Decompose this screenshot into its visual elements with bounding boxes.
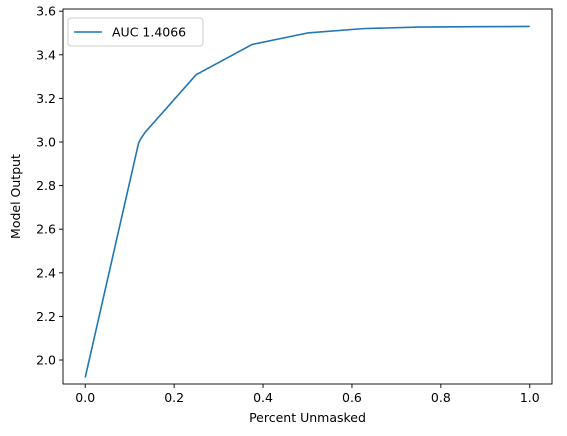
x-tick-label: 0.8 <box>431 390 451 405</box>
x-axis-ticks: 0.0 0.2 0.4 0.6 0.8 1.0 <box>75 384 540 405</box>
series-layer <box>84 25 530 378</box>
y-tick-label: 2.2 <box>36 309 56 324</box>
y-tick-label: 2.6 <box>36 222 56 237</box>
y-tick-label: 2.8 <box>36 178 56 193</box>
x-tick-label: 0.2 <box>164 390 184 405</box>
series-line <box>84 25 530 378</box>
x-tick-label: 0.6 <box>342 390 362 405</box>
legend-entry-label: AUC 1.4066 <box>112 25 186 40</box>
legend-box <box>67 17 204 47</box>
x-tick-label: 0.4 <box>253 390 273 405</box>
x-tick-label: 0.0 <box>75 390 95 405</box>
x-tick-label: 1.0 <box>520 390 540 405</box>
plot-frame <box>62 8 553 385</box>
y-tick-label: 3.6 <box>36 4 56 19</box>
legend: AUC 1.4066 <box>67 17 204 47</box>
y-tick-label: 2.0 <box>36 353 56 368</box>
y-tick-label: 3.4 <box>36 47 56 62</box>
x-axis-label: Percent Unmasked <box>249 410 366 425</box>
plot-area <box>62 8 553 385</box>
y-tick-label: 3.2 <box>36 91 56 106</box>
y-tick-label: 3.0 <box>36 134 56 149</box>
y-axis-label: Model Output <box>8 154 23 239</box>
y-tick-label: 2.4 <box>36 265 56 280</box>
y-axis-ticks: 2.0 2.2 2.4 2.6 2.8 3.0 3.2 3.4 3.6 <box>36 4 63 368</box>
